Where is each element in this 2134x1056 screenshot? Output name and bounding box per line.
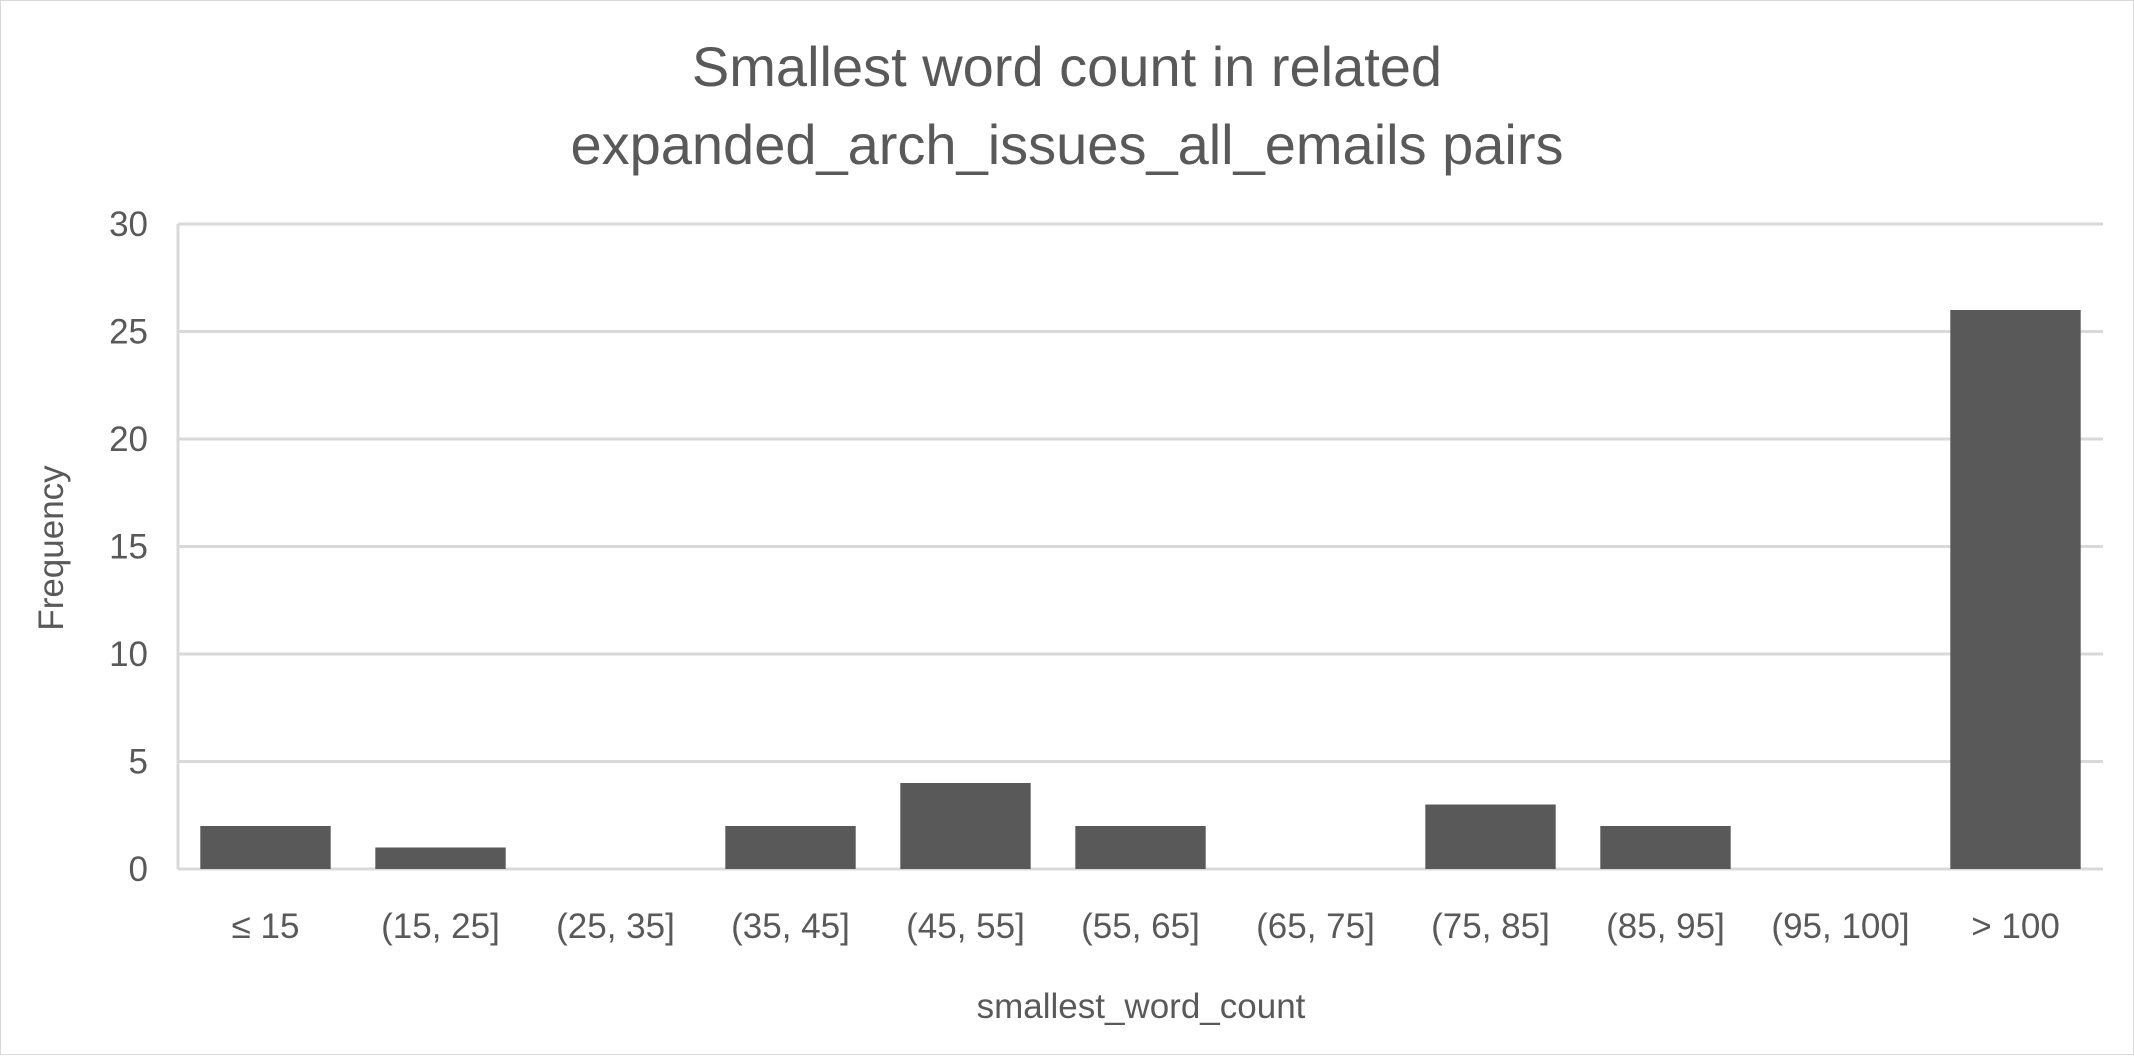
gridlines (176, 222, 2103, 871)
x-tick-label: (75, 85] (1431, 907, 1550, 946)
x-tick-label: (45, 55] (906, 907, 1025, 946)
y-tick-label: 0 (129, 850, 148, 889)
chart-title-line-2: expanded_arch_issues_all_emails pairs (570, 113, 1563, 176)
y-tick-label: 25 (109, 313, 148, 352)
bar (200, 826, 331, 869)
x-tick-label: (35, 45] (731, 907, 850, 946)
x-tick-label: (25, 35] (556, 907, 675, 946)
x-tick-label: ≤ 15 (232, 907, 300, 946)
bar (375, 847, 506, 869)
y-tick-label: 10 (109, 635, 148, 674)
y-tick-label: 15 (109, 528, 148, 567)
y-tick-label: 5 (129, 743, 148, 782)
y-axis-ticks: 0 5 10 15 20 25 30 (109, 205, 148, 889)
y-tick-label: 30 (109, 205, 148, 244)
x-tick-label: (65, 75] (1256, 907, 1375, 946)
y-tick-label: 20 (109, 420, 148, 459)
bar (1075, 826, 1206, 869)
chart-title-line-1: Smallest word count in related (692, 35, 1442, 98)
x-tick-label: > 100 (1971, 907, 2060, 946)
x-tick-label: (95, 100] (1771, 907, 1909, 946)
bars (200, 310, 2081, 869)
bar (725, 826, 856, 869)
bar (1600, 826, 1731, 869)
y-axis-title: Frequency (32, 465, 71, 631)
x-axis-ticks: ≤ 15 (15, 25] (25, 35] (35, 45] (45, 55] (55,… (232, 907, 2060, 946)
x-tick-label: (85, 95] (1606, 907, 1725, 946)
x-axis-title: smallest_word_count (977, 987, 1306, 1026)
bar (900, 783, 1031, 869)
chart-title: Smallest word count in related expanded_… (570, 35, 1563, 176)
x-tick-label: (15, 25] (381, 907, 500, 946)
x-tick-label: (55, 65] (1081, 907, 1200, 946)
bar (1425, 804, 1556, 869)
bar (1950, 310, 2081, 869)
